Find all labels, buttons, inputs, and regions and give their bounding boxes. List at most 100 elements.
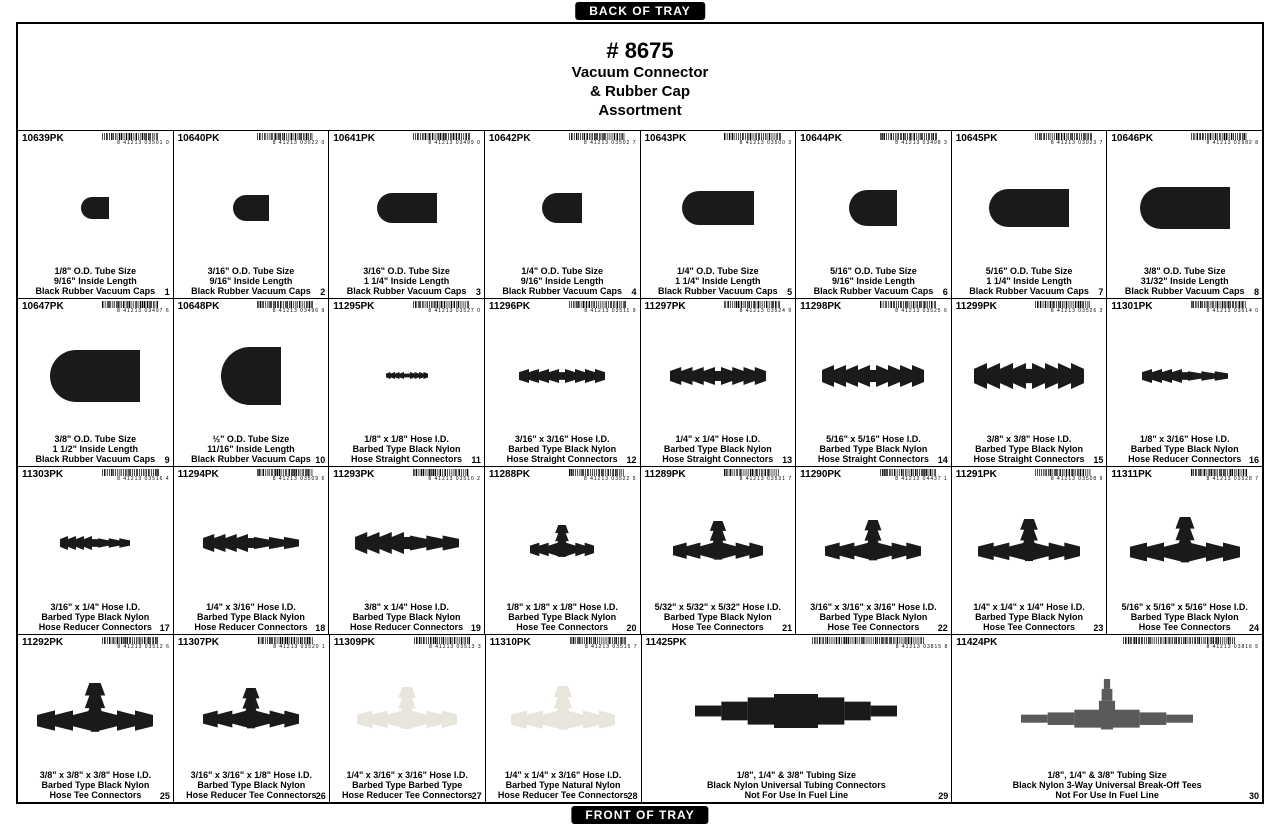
tray-cell: 11309PK 8 41213 03513 3 1/4" x 3/16" x 3… [330,635,486,802]
barcode-icon: 8 41213 02982 8 [1157,133,1259,146]
barcode-icon: 8 41213 03022 0 [223,133,325,146]
barcode-number: 8 41213 03513 3 [429,645,482,650]
barcode-number: 8 41213 03514 0 [1206,309,1259,314]
barcode-icon: 8 41213 03522 5 [534,469,636,482]
barcode-icon: 8 41213 03531 7 [690,469,792,482]
barcode-icon: 8 41213 03508 9 [1001,469,1103,482]
part-illustration [174,317,329,434]
part-illustration [485,317,640,434]
barcode-number: 8 41213 03531 7 [740,477,793,482]
cell-index: 13 [782,455,792,465]
barcode-number: 8 41213 03526 3 [1051,309,1104,314]
cell-index: 26 [316,791,326,801]
cell-sku: 11298PK [800,301,841,312]
cell-sku: 11290PK [800,469,841,480]
cell-sku: 11297PK [645,301,686,312]
barcode-icon: 8 41213 03023 7 [1001,133,1103,146]
cell-sku: 11299PK [956,301,997,312]
tray-cell: 11297PK 8 41213 03524 9 1/4" x 1/4" Hose… [641,299,797,466]
part-illustration [1107,149,1262,266]
cell-description: 3/16" x 3/16" x 1/8" Hose I.D.Barbed Typ… [174,770,329,802]
cell-index: 2 [320,287,325,297]
tray-header: # 8675 Vacuum Connector & Rubber Cap Ass… [18,24,1262,131]
barcode-number: 8 41213 02982 8 [1206,141,1259,146]
tray-row: 11303PK 8 41213 03516 4 3/16" x 1/4" Hos… [18,467,1262,635]
cell-description: 1/4" x 3/16" Hose I.D.Barbed Type Black … [174,602,329,634]
cell-sku: 11294PK [178,469,219,480]
cell-index: 1 [165,287,170,297]
cell-index: 28 [627,791,637,801]
cell-sku: 10648PK [178,301,220,312]
cell-index: 9 [165,455,170,465]
barcode-icon: 8 41213 03511 9 [534,301,636,314]
barcode-number: 8 41213 03815 8 [896,645,949,650]
tray-cell: 10640PK 8 41213 03022 0 3/16" O.D. Tube … [174,131,330,298]
part-illustration [796,485,951,602]
barcode-number: 8 41213 03022 0 [273,141,326,146]
cell-sku: 10645PK [956,133,998,144]
barcode-number: 8 41213 03512 6 [117,645,170,650]
barcode-icon: 8 41213 03816 5 [1001,637,1259,650]
cell-index: 24 [1249,623,1259,633]
part-illustration [952,653,1262,770]
barcode-number: 8 41213 03508 9 [1051,477,1104,482]
tray-cell: 10647PK 8 41213 03497 6 3/8" O.D. Tube S… [18,299,174,466]
cell-index: 17 [160,623,170,633]
barcode-icon: 8 41213 03501 0 [68,133,170,146]
cell-sku: 11288PK [489,469,530,480]
barcode-number: 8 41213 03525 6 [895,309,948,314]
cell-index: 14 [938,455,948,465]
cell-description: 1/4" x 1/4" x 1/4" Hose I.D.Barbed Type … [952,602,1107,634]
cell-sku: 11296PK [489,301,530,312]
part-illustration [641,149,796,266]
barcode-number: 8 41213 03522 5 [584,477,637,482]
cell-description: 1/4" x 3/16" x 3/16" Hose I.D.Barbed Typ… [330,770,485,802]
part-illustration [485,149,640,266]
tray-cell: 10644PK 8 41213 03498 3 5/16" O.D. Tube … [796,131,952,298]
cell-description: 5/16" x 5/16" Hose I.D.Barbed Type Black… [796,434,951,466]
part-illustration [485,485,640,602]
cell-index: 30 [1249,791,1259,801]
tray-row: 10647PK 8 41213 03497 6 3/8" O.D. Tube S… [18,299,1262,467]
barcode-number: 8 41213 03509 6 [273,477,326,482]
barcode-icon: 8 41213 03502 7 [535,133,637,146]
front-of-tray-label: FRONT OF TRAY [571,806,708,824]
tray-cell: 11293PK 8 41213 03510 2 3/8" x 1/4" Hose… [329,467,485,634]
cell-sku: 10639PK [22,133,64,144]
tray-cell: 11310PK 8 41213 03515 7 1/4" x 1/4" x 3/… [486,635,642,802]
back-of-tray-label: BACK OF TRAY [575,2,705,20]
part-illustration [1107,317,1262,434]
part-illustration [1107,485,1262,602]
part-illustration [486,653,641,770]
part-illustration [642,653,952,770]
tray-grid: 10639PK 8 41213 03501 0 1/8" O.D. Tube S… [18,131,1262,802]
barcode-number: 8 41213 03527 0 [428,309,481,314]
part-illustration [952,485,1107,602]
cell-index: 20 [626,623,636,633]
barcode-number: 8 41213 03510 2 [428,477,481,482]
tray-cell: 11296PK 8 41213 03511 9 3/16" x 3/16" Ho… [485,299,641,466]
cell-index: 15 [1093,455,1103,465]
cell-index: 3 [476,287,481,297]
tray-cell: 11288PK 8 41213 03522 5 1/8" x 1/8" x 1/… [485,467,641,634]
part-illustration [174,149,329,266]
barcode-icon: 8 41213 03525 6 [845,301,947,314]
cell-description: 5/16" O.D. Tube Size9/16" Inside LengthB… [796,266,951,298]
barcode-icon: 8 41213 03500 3 [690,133,792,146]
cell-sku: 10643PK [645,133,687,144]
tray-cell: 11303PK 8 41213 03516 4 3/16" x 1/4" Hos… [18,467,174,634]
cell-sku: 10644PK [800,133,842,144]
cell-index: 25 [160,791,170,801]
cell-sku: 11425PK [646,637,687,648]
part-illustration [18,317,173,434]
barcode-icon: 8 41213 03815 8 [691,637,949,650]
cell-description: 1/8" x 1/8" Hose I.D.Barbed Type Black N… [329,434,484,466]
tray-cell: 10646PK 8 41213 02982 8 3/8" O.D. Tube S… [1107,131,1262,298]
part-illustration [174,485,329,602]
barcode-number: 8 41213 03524 9 [740,309,793,314]
part-illustration [952,317,1107,434]
tray-cell: 11301PK 8 41213 03514 0 1/8" x 3/16" Hos… [1107,299,1262,466]
barcode-icon: 8 41213 03509 6 [223,469,325,482]
barcode-icon: 8 41213 03516 4 [67,469,169,482]
cell-description: 3/16" x 1/4" Hose I.D.Barbed Type Black … [18,602,173,634]
